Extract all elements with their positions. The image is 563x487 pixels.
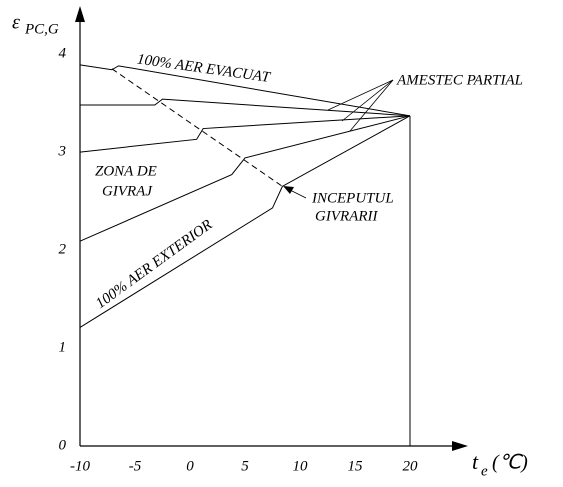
series-line: [111, 68, 283, 187]
series-line: [79, 115, 411, 153]
series-line: [79, 115, 411, 328]
x-label: t: [472, 449, 479, 474]
y-label-sub: PC,G: [24, 21, 59, 37]
x-label-unit: (℃): [492, 452, 528, 474]
pointer: [327, 79, 394, 122]
series-line: [80, 98, 411, 117]
y-tick-label: 3: [58, 144, 67, 160]
pointer: [349, 79, 394, 132]
x-tick-label: -10: [70, 458, 90, 474]
x-label-sub: e: [481, 463, 488, 479]
annotation: ZONA DE: [95, 163, 157, 179]
y-axis-arrow: [75, 6, 85, 22]
x-tick-label: 10: [293, 458, 309, 474]
y-tick-label: 0: [59, 437, 67, 453]
annotation: AMESTEC PARTIAL: [396, 72, 523, 88]
pointer-arrow: [283, 186, 294, 194]
y-tick-label: 4: [59, 46, 67, 62]
series-line: [79, 115, 411, 242]
y-label: ε: [12, 12, 20, 34]
y-tick-label: 1: [59, 339, 67, 355]
annotation: INCEPUTUL: [311, 190, 394, 206]
x-tick-label: 15: [348, 458, 364, 474]
x-tick-label: -5: [129, 458, 142, 474]
annotation: GIVRAJ: [102, 183, 153, 199]
pointer: [289, 189, 307, 199]
annotation: GIVRARII: [315, 208, 378, 224]
x-axis-arrow: [452, 441, 468, 451]
x-tick-label: 5: [241, 458, 249, 474]
x-tick-label: 20: [403, 458, 419, 474]
annotation: 100% AER EXTERIOR: [93, 217, 215, 312]
x-tick-label: 0: [186, 458, 194, 474]
series-line: [79, 64, 411, 117]
y-tick-label: 2: [59, 241, 67, 257]
